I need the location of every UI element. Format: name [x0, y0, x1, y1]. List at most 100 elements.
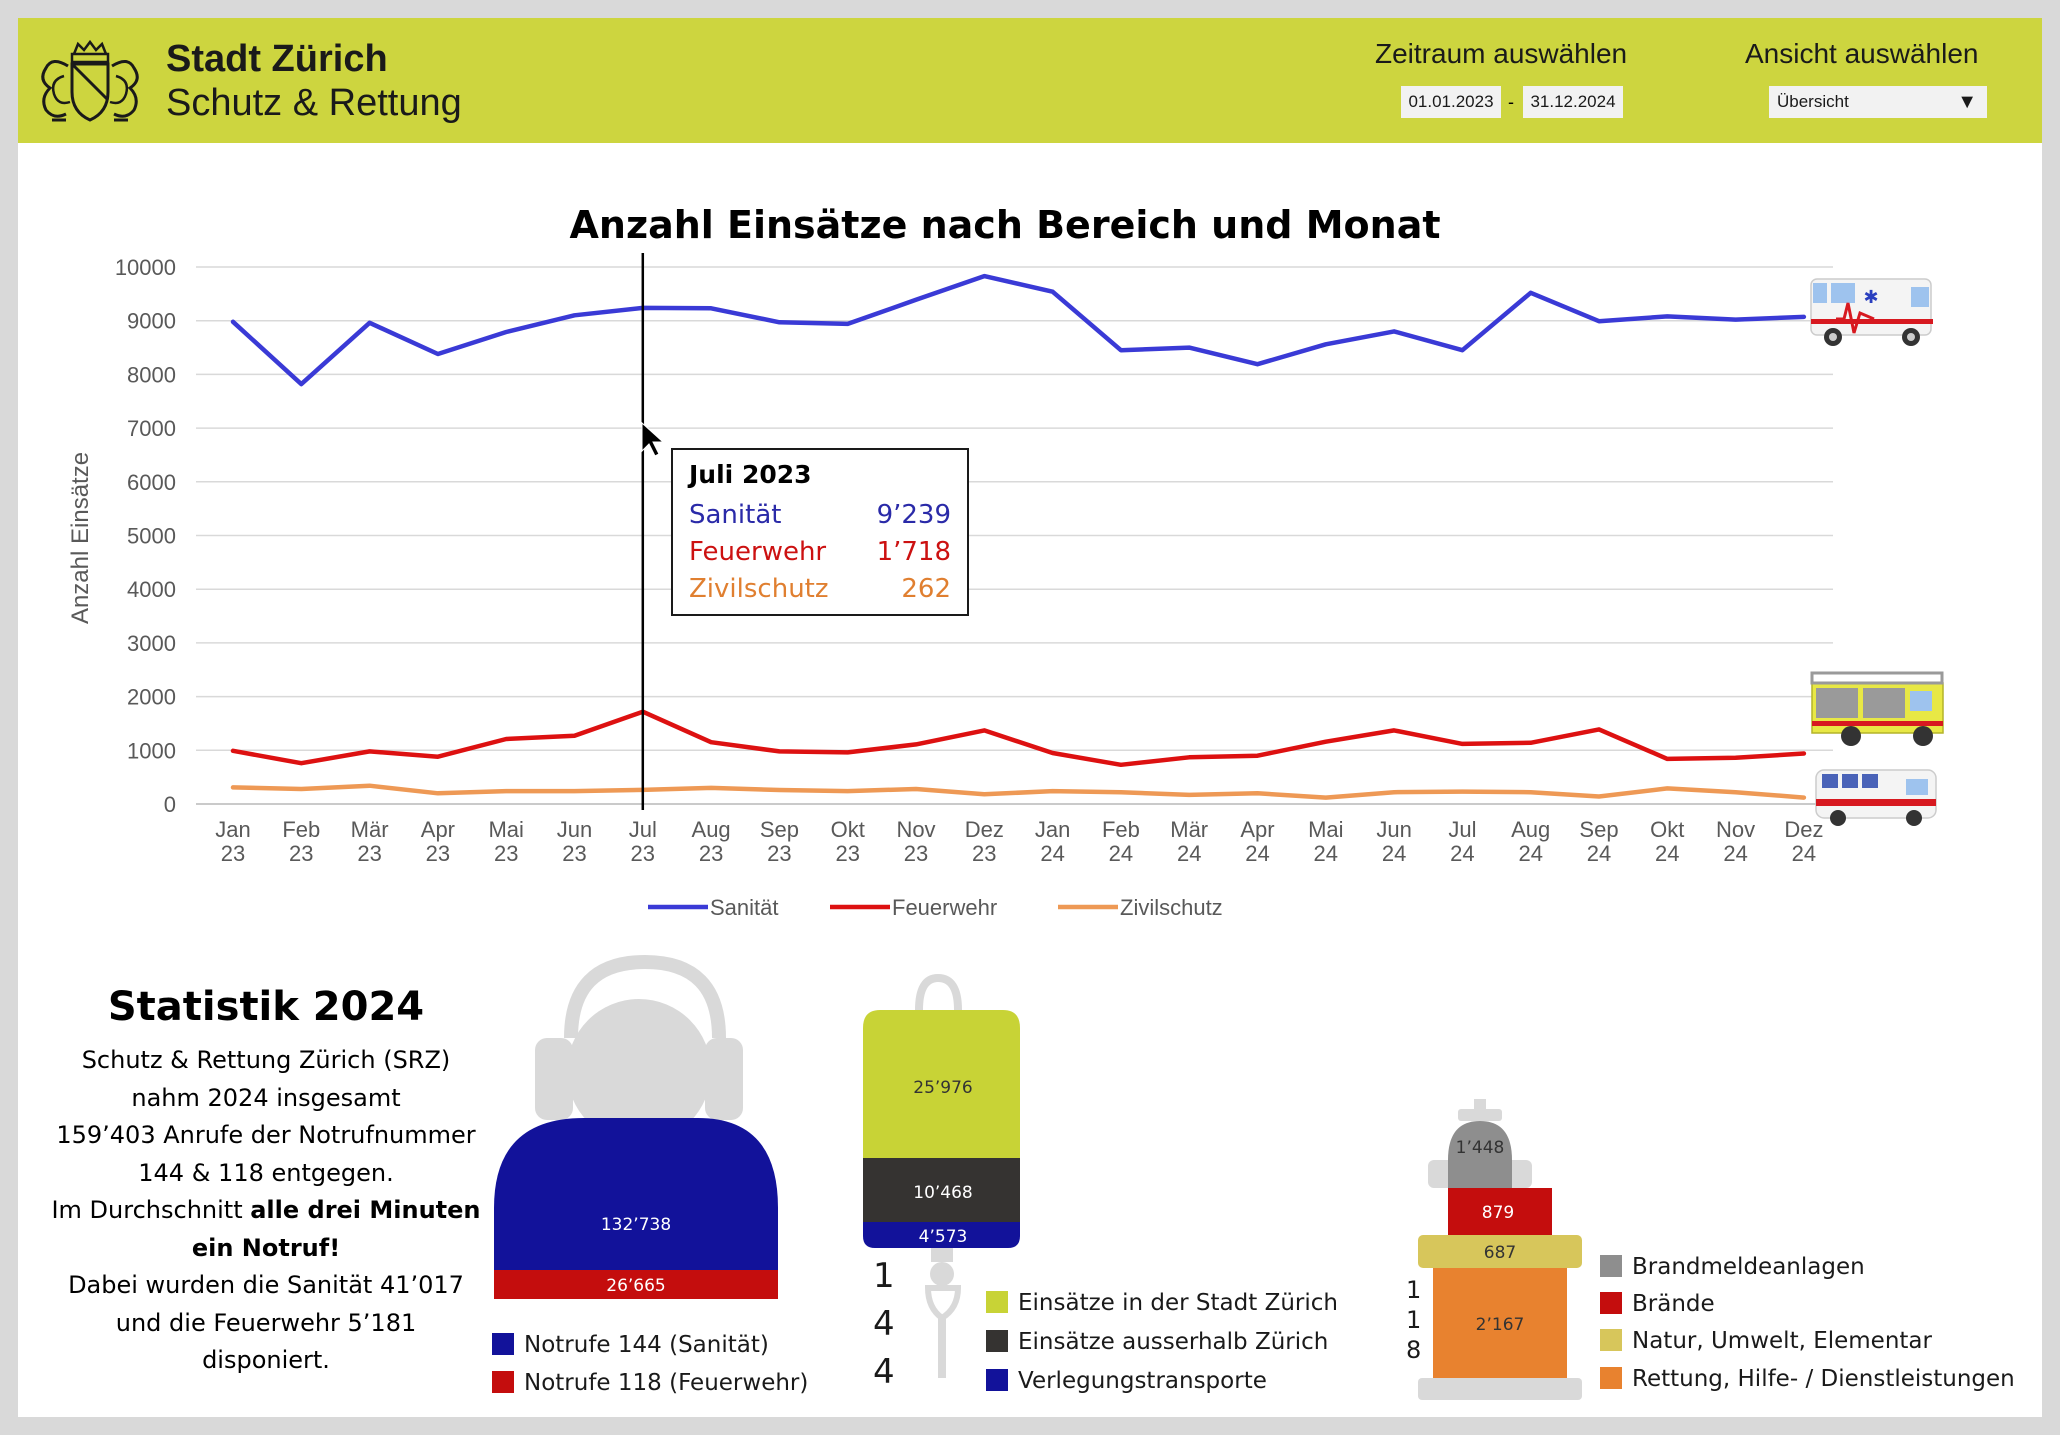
feuerwehr-segment-label: 1’448 — [1456, 1138, 1505, 1158]
tooltip-label: Zivilschutz — [689, 574, 829, 604]
mouse-cursor-icon — [641, 421, 665, 457]
x-tick-label: 24 — [1792, 841, 1816, 866]
x-tick-label: Apr — [421, 817, 455, 842]
x-tick-label: 24 — [1109, 841, 1133, 866]
calls-segment-label: 26’665 — [606, 1276, 665, 1296]
sanitaet-segment-label: 25’976 — [913, 1078, 972, 1098]
infusion-bag-icon: 25’976 10’468 4’573 — [863, 973, 1020, 1378]
x-tick-label: 23 — [494, 841, 518, 866]
emergency-number-digit: 1 — [873, 1256, 895, 1296]
infographics: 132’738 26’665 25’976 10’468 4’573 — [494, 954, 1582, 1400]
x-tick-label: 23 — [221, 841, 245, 866]
x-tick-label: 23 — [289, 841, 313, 866]
y-tick-label: 9000 — [127, 309, 176, 334]
legend-swatch — [1600, 1255, 1622, 1277]
svg-text:✱: ✱ — [1863, 287, 1878, 308]
dashboard-frame: Stadt Zürich Schutz & Rettung Zeitraum a… — [18, 18, 2042, 1417]
stats-line: Im Durchschnitt alle drei Minuten — [51, 1196, 481, 1224]
feuerwehr-segment-label: 879 — [1482, 1203, 1514, 1223]
emergency-number-digit: 1 — [1406, 1306, 1422, 1334]
y-tick-label: 0 — [164, 792, 176, 817]
stats-title: Statistik 2024 — [107, 984, 425, 1030]
stats-line: und die Feuerwehr 5’181 — [115, 1308, 417, 1337]
date-to-input[interactable]: 31.12.2024 — [1523, 86, 1623, 118]
tooltip-row-feuerwehr: Feuerwehr 1’718 — [689, 537, 951, 567]
x-tick-label: 23 — [562, 841, 586, 866]
x-tick-label: Nov — [1716, 817, 1755, 842]
stats-line: ein Notruf! — [191, 1233, 341, 1262]
calls-legend-item: Notrufe 118 (Feuerwehr) — [492, 1370, 808, 1396]
tooltip-value: 262 — [901, 574, 951, 604]
sanitaet-legend-item: Einsätze in der Stadt Zürich — [986, 1290, 1338, 1316]
org-name: Stadt Zürich — [166, 38, 388, 80]
x-tick-label: Jun — [1376, 817, 1411, 842]
stats-line: nahm 2024 insgesamt — [131, 1083, 401, 1112]
stats-line: disponiert. — [202, 1346, 330, 1374]
y-tick-label: 10000 — [115, 255, 176, 280]
x-tick-label: 24 — [1177, 841, 1201, 866]
legend-label: Feuerwehr — [892, 895, 997, 920]
emergency-number-digit: 4 — [873, 1352, 895, 1392]
x-tick-label: 24 — [1587, 841, 1611, 866]
x-tick-label: Mär — [1170, 817, 1208, 842]
x-tick-label: Jul — [1448, 817, 1476, 842]
x-tick-label: Aug — [692, 817, 731, 842]
emergency-number-digit: 4 — [873, 1304, 895, 1344]
view-select-value: Übersicht — [1777, 92, 1849, 111]
view-label: Ansicht auswählen — [1745, 38, 1979, 69]
x-tick-label: 24 — [1723, 841, 1747, 866]
x-tick-label: 24 — [1655, 841, 1679, 866]
triangle-down-icon[interactable]: ▼ — [1957, 91, 1977, 113]
legend-swatch — [1600, 1292, 1622, 1314]
x-tick-label: Sep — [760, 817, 799, 842]
tooltip-label: Feuerwehr — [689, 537, 827, 567]
x-tick-label: 24 — [1314, 841, 1338, 866]
y-tick-label: 7000 — [127, 416, 176, 441]
x-tick-label: Mai — [488, 817, 523, 842]
y-tick-label: 3000 — [127, 631, 176, 656]
sanitaet-segment-label: 4’573 — [919, 1227, 968, 1247]
x-tick-label: Sep — [1579, 817, 1618, 842]
line-chart: Anzahl Einsätze nach Bereich und Monat 0 1… — [67, 203, 1944, 920]
feuerwehr-legend-item: Rettung, Hilfe- / Dienstleistungen — [1600, 1366, 2015, 1392]
feuerwehr-legend-item: Brandmeldeanlagen — [1600, 1254, 1865, 1280]
series-line-zivilschutz — [230, 783, 1807, 800]
org-unit: Schutz & Rettung — [166, 82, 462, 124]
x-tick-label: Jan — [215, 817, 250, 842]
y-axis-label: Anzahl Einsätze — [67, 452, 94, 624]
x-tick-label: 24 — [1382, 841, 1406, 866]
feuerwehr-legend-item: Natur, Umwelt, Elementar — [1600, 1328, 1932, 1354]
x-tick-label: Nov — [896, 817, 935, 842]
date-from-input[interactable]: 01.01.2023 — [1401, 86, 1501, 118]
x-tick-label: Okt — [831, 817, 865, 842]
view-select[interactable]: Übersicht ▼ — [1769, 86, 1987, 118]
x-tick-label: 24 — [1245, 841, 1269, 866]
legend-swatch — [492, 1371, 514, 1393]
x-tick-label: Jun — [557, 817, 592, 842]
legend-swatch — [492, 1333, 514, 1355]
tooltip-row-sanitaet: Sanität 9’239 — [689, 500, 951, 530]
x-tick-label: Okt — [1650, 817, 1684, 842]
tooltip-label: Sanität — [689, 500, 782, 530]
x-tick-label: 23 — [631, 841, 655, 866]
calls-segment-label: 132’738 — [601, 1215, 671, 1235]
x-tick-label: Dez — [1784, 817, 1823, 842]
series-line-sanität — [230, 273, 1807, 387]
x-tick-label: 23 — [767, 841, 791, 866]
x-tick-label: 23 — [972, 841, 996, 866]
tooltip-row-zivilschutz: Zivilschutz 262 — [689, 574, 951, 604]
emergency-number-digit: 1 — [1406, 1276, 1422, 1304]
stats-line: Schutz & Rettung Zürich (SRZ) — [81, 1046, 451, 1074]
x-tick-label: 24 — [1518, 841, 1542, 866]
y-tick-label: 2000 — [127, 685, 176, 710]
header-bar: Stadt Zürich Schutz & Rettung Zeitraum a… — [18, 18, 2042, 143]
sanitaet-legend-item: Verlegungstransporte — [986, 1368, 1267, 1394]
civil-protection-van-icon — [1815, 769, 1937, 826]
fire-truck-icon — [1810, 671, 1944, 746]
emergency-number-digit: 8 — [1406, 1336, 1422, 1364]
date-separator: - — [1508, 92, 1514, 112]
stats-text: Schutz & Rettung Zürich (SRZ) nahm 2024 … — [28, 1042, 504, 1380]
feuerwehr-segment-label: 687 — [1484, 1243, 1516, 1263]
x-tick-label: 23 — [357, 841, 381, 866]
legend-label: Sanität — [710, 895, 779, 920]
